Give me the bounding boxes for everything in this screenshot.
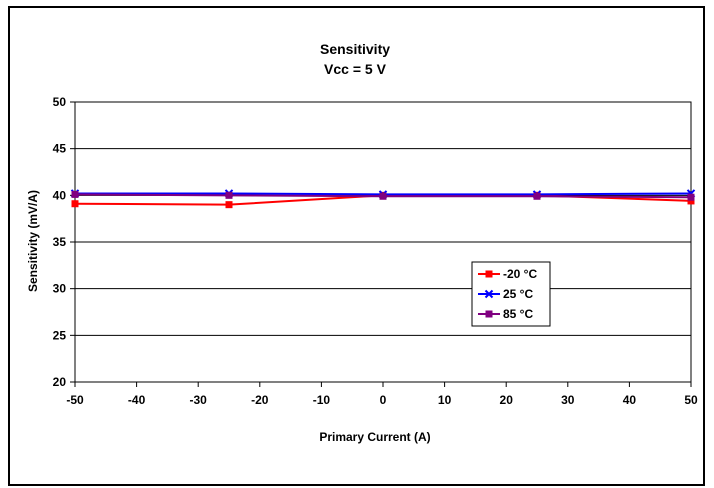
- chart-title: Sensitivity: [320, 41, 390, 57]
- x-tick-label: -30: [190, 393, 208, 407]
- x-tick-label: 20: [500, 393, 514, 407]
- legend-item: 25 °C: [478, 287, 533, 301]
- x-tick-label: -20: [251, 393, 269, 407]
- ticks-layer: 20 25 30 35 40 45 50 -50 -40 -30 -20 -10 0 10 20 30 40 50: [53, 95, 698, 407]
- series-point: [533, 192, 541, 200]
- series-point: [225, 201, 233, 209]
- chart-subtitle: Vcc = 5 V: [324, 61, 387, 77]
- series-point: [379, 192, 387, 200]
- x-tick-label: 50: [684, 393, 698, 407]
- y-axis-label: Sensitivity (mV/A): [26, 190, 40, 292]
- series-point: [71, 190, 79, 198]
- legend-label: 25 °C: [503, 287, 533, 301]
- legend-marker: [485, 270, 493, 278]
- legend-item: -20 °C: [478, 267, 537, 281]
- y-tick-label: 45: [53, 142, 67, 156]
- y-tick-label: 30: [53, 282, 67, 296]
- y-tick-label: 20: [53, 375, 67, 389]
- series-point: [225, 191, 233, 199]
- series-point: [71, 200, 79, 208]
- y-tick-label: 25: [53, 328, 67, 342]
- legend-label: 85 °C: [503, 307, 533, 321]
- chart-frame: Sensitivity Vcc = 5 V 20 25 30 35 40 45 50 -50 -…: [8, 6, 705, 486]
- y-tick-label: 35: [53, 235, 67, 249]
- x-tick-label: -50: [66, 393, 84, 407]
- x-tick-label: 40: [623, 393, 637, 407]
- legend-marker: [485, 310, 493, 318]
- legend-label: -20 °C: [503, 267, 537, 281]
- x-tick-label: -10: [313, 393, 331, 407]
- series-point: [687, 193, 695, 201]
- chart-svg: Sensitivity Vcc = 5 V 20 25 30 35 40 45 50 -50 -…: [26, 41, 698, 444]
- grid-layer: [75, 101, 691, 383]
- series-layer: [70, 189, 696, 209]
- x-tick-label: -40: [128, 393, 146, 407]
- legend-item: 85 °C: [478, 307, 533, 321]
- x-tick-label: 30: [561, 393, 575, 407]
- y-tick-label: 40: [53, 188, 67, 202]
- legend-marker: [484, 289, 494, 299]
- series-point: [687, 197, 695, 205]
- x-tick-label: 10: [438, 393, 452, 407]
- y-tick-label: 50: [53, 95, 67, 109]
- x-tick-label: 0: [380, 393, 387, 407]
- x-axis-label: Primary Current (A): [319, 430, 430, 444]
- legend: -20 °C 25 °C 85 °C: [471, 261, 551, 327]
